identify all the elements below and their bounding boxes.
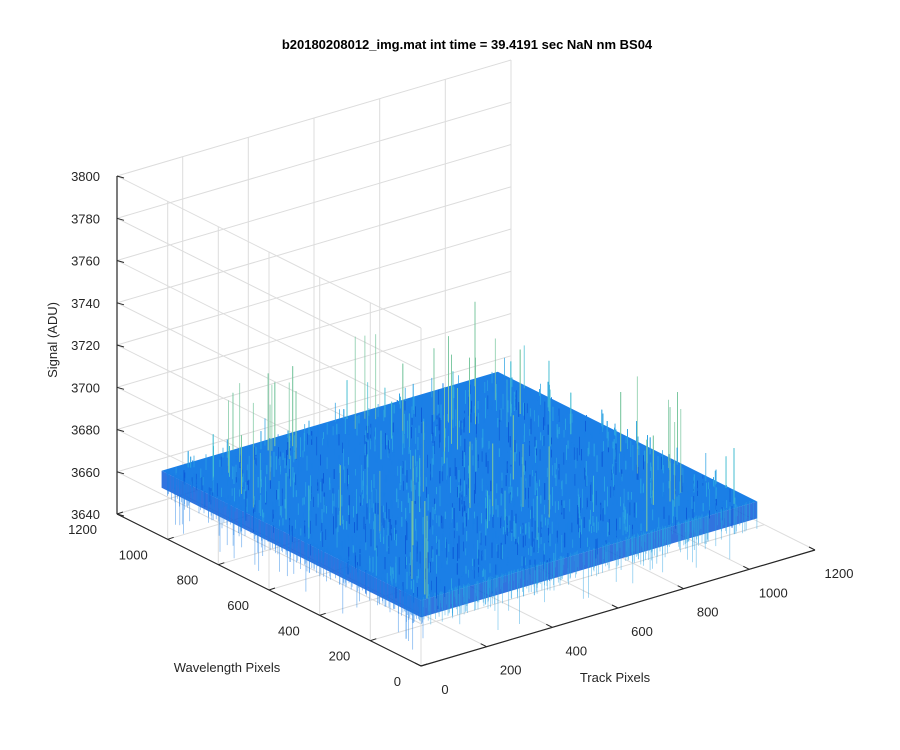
grid-line-back-right-z [116, 186, 512, 304]
grid-line-back-right-z [116, 144, 512, 261]
grid-line-back-right-z [116, 59, 512, 177]
grid-line-back-right-z [116, 228, 512, 346]
grid-line-back-right-z [116, 270, 512, 388]
grid-line-back-right-z [116, 355, 512, 473]
surface-layer [161, 301, 758, 650]
grid-line-back-left-z [116, 471, 422, 625]
grid-line-back-left-z [116, 175, 422, 329]
grid-line-back-left-z [116, 260, 422, 413]
surface-top [161, 371, 758, 601]
grid-line-back-right-z [116, 313, 512, 430]
grid-line-back-right-z [116, 101, 512, 219]
grid-line-back-left-z [116, 217, 422, 371]
